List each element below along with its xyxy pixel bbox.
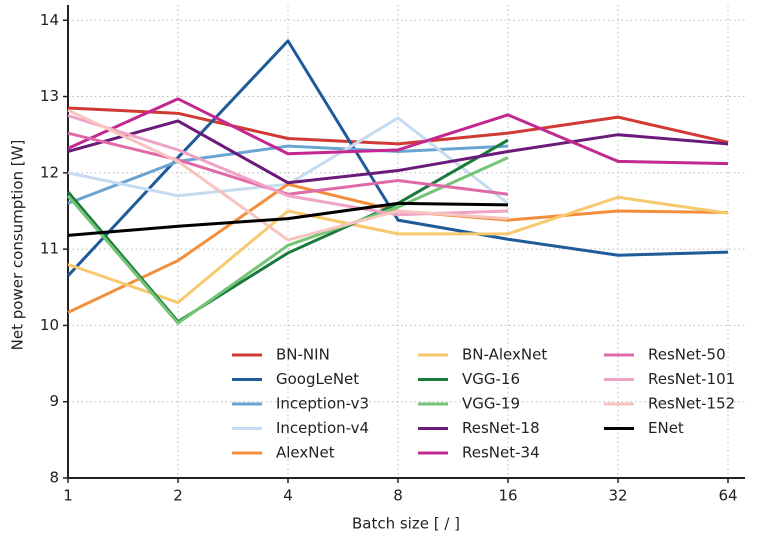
series-line bbox=[67, 108, 509, 242]
y-tick-label: 10 bbox=[40, 316, 59, 334]
series-line bbox=[66, 156, 509, 325]
legend-label: VGG-19 bbox=[462, 395, 520, 413]
legend-label: ResNet-34 bbox=[462, 444, 540, 462]
series-line bbox=[67, 201, 509, 237]
legend-label: BN-AlexNet bbox=[462, 346, 547, 364]
x-axis-label: Batch size [ / ] bbox=[352, 515, 460, 533]
legend-label: VGG-16 bbox=[462, 370, 520, 388]
y-tick-label: 8 bbox=[49, 469, 59, 487]
legend-label: ResNet-50 bbox=[648, 346, 726, 364]
x-tick-label: 1 bbox=[63, 487, 73, 505]
y-tick-label: 9 bbox=[49, 392, 59, 410]
legend-label: ResNet-101 bbox=[648, 370, 735, 388]
series-line bbox=[67, 106, 729, 146]
legend-label: GoogLeNet bbox=[276, 370, 359, 388]
y-tick-label: 13 bbox=[40, 87, 59, 105]
x-tick-label: 64 bbox=[718, 487, 737, 505]
y-tick-label: 12 bbox=[40, 163, 59, 181]
x-tick-label: 4 bbox=[283, 487, 293, 505]
y-tick-label: 14 bbox=[40, 11, 59, 29]
legend-label: BN-NIN bbox=[276, 346, 330, 364]
y-axis-label: Net power consumption [W] bbox=[9, 140, 27, 351]
x-tick-label: 32 bbox=[608, 487, 627, 505]
series-line bbox=[67, 97, 729, 166]
series-line bbox=[66, 39, 729, 277]
legend-label: Inception-v4 bbox=[276, 419, 369, 437]
legend-label: AlexNet bbox=[276, 444, 335, 462]
series-line bbox=[67, 119, 729, 185]
legend-label: ResNet-152 bbox=[648, 395, 735, 413]
x-tick-label: 16 bbox=[498, 487, 517, 505]
x-tick-label: 2 bbox=[173, 487, 183, 505]
y-tick-label: 11 bbox=[40, 240, 59, 258]
legend-label: ResNet-18 bbox=[462, 419, 540, 437]
x-tick-label: 8 bbox=[393, 487, 403, 505]
series-line bbox=[67, 144, 509, 205]
legend-label: Inception-v3 bbox=[276, 395, 369, 413]
legend-label: ENet bbox=[648, 419, 684, 437]
series-line bbox=[67, 195, 729, 305]
